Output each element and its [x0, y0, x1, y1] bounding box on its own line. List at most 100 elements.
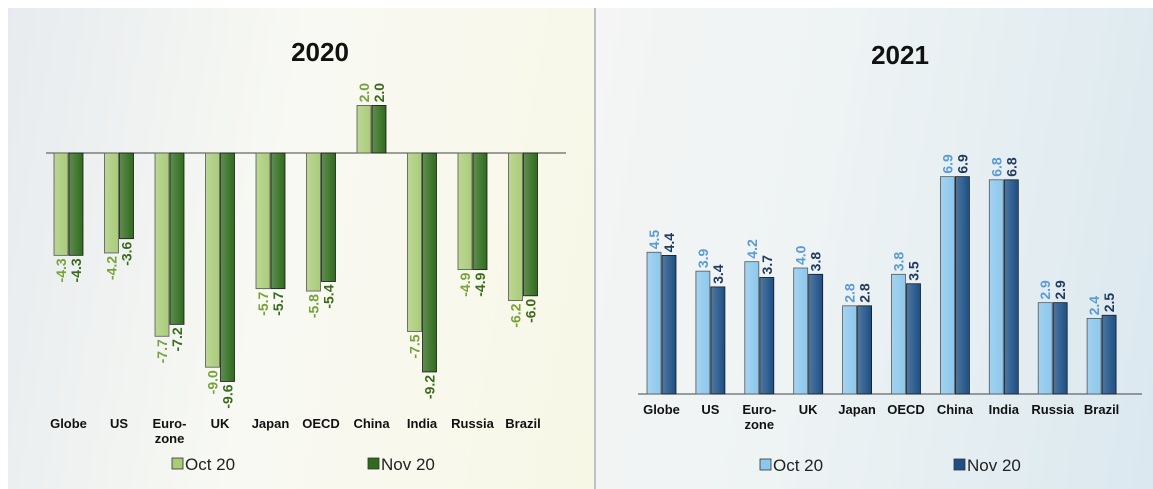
chart-2021-svg: 2021 4.5 4.4 Globe 3.93.4 US 4.23.7 Euro-zone 4.… [638, 40, 1142, 475]
data-label-nov-20-uk: 3.8 [808, 252, 824, 272]
data-label-oct-20-russia: -4.9 [457, 272, 473, 296]
category-label-us: US [110, 416, 128, 431]
legend-swatch-nov-20 [953, 458, 966, 471]
bar-nov-20-globe [68, 152, 84, 256]
data-label-oct-20-uk: 4.0 [793, 245, 809, 265]
bar-nov-20-oecd [906, 283, 921, 395]
category-label-euro-zone: Euro-zone [742, 402, 776, 432]
chart-title: 2020 [291, 37, 349, 67]
data-label-oct-20-globe: -4.3 [53, 258, 69, 282]
data-label-nov-20-japan: 2.8 [857, 283, 873, 303]
data-label-nov-20-japan: -5.7 [270, 291, 286, 315]
data-label-nov-20-brazil: 2.5 [1101, 293, 1117, 313]
bar-oct-20-china [939, 176, 955, 395]
bar-nov-20-us [710, 286, 726, 395]
data-label-nov-20-oecd: -5.4 [321, 284, 337, 308]
legend-swatch-oct-20 [759, 458, 772, 471]
data-label-oct-20-oecd: 3.8 [891, 252, 907, 272]
category-label-oecd: OECD [887, 402, 925, 417]
data-label-nov-20-russia: 2.9 [1052, 280, 1068, 300]
bar-oct-20-brazil [508, 152, 523, 301]
legend-label-oct-20: Oct 20 [773, 456, 823, 475]
data-label-nov-20-india: -9.2 [422, 375, 438, 399]
data-label-nov-20-china: 6.9 [954, 154, 970, 174]
data-label-nov-20-brazil: -6.0 [523, 299, 539, 323]
bar-nov-20-russia [472, 152, 488, 271]
bar-oct-20-russia [1037, 302, 1053, 395]
data-label-nov-20-us: 3.4 [710, 264, 726, 284]
bar-oct-20-globe [646, 251, 662, 395]
bar-oct-20-us [695, 270, 711, 395]
category-label-brazil: Brazil [1084, 402, 1119, 417]
bar-oct-20-oecd [306, 152, 321, 292]
category-label-japan: Japan [838, 402, 876, 417]
bar-nov-20-globe [661, 254, 677, 395]
category-label-china: China [937, 402, 974, 417]
category-label-us: US [701, 402, 719, 417]
data-label-nov-20-euro-zone: 3.7 [759, 255, 775, 275]
category-label-japan: Japan [252, 416, 290, 431]
bar-nov-20-euro-zone [759, 277, 775, 395]
legend-swatch-oct-20 [171, 457, 184, 470]
bar-nov-20-oecd [321, 152, 336, 282]
legend-label-oct-20: Oct 20 [185, 455, 235, 474]
category-label-oecd: OECD [302, 416, 340, 431]
data-label-oct-20-japan: -5.7 [255, 291, 271, 315]
bar-nov-20-us [119, 152, 134, 240]
legend-label-nov-20: Nov 20 [967, 456, 1021, 475]
data-label-oct-20-brazil: 2.4 [1086, 296, 1102, 316]
data-label-oct-20-us: -4.2 [104, 256, 120, 280]
data-label-oct-20-brazil: -6.2 [508, 303, 524, 327]
bar-nov-20-china [954, 176, 970, 395]
data-label-oct-20-india: -7.5 [407, 334, 423, 358]
category-label-russia: Russia [1031, 402, 1074, 417]
bar-nov-20-india [422, 152, 437, 373]
data-label-oct-20-euro-zone: -7.7 [154, 339, 170, 363]
bar-oct-20-russia [457, 152, 473, 271]
bar-nov-20-japan [857, 305, 873, 395]
chart-title: 2021 [871, 40, 929, 70]
data-label-oct-20-euro-zone: 4.2 [744, 239, 760, 259]
bar-oct-20-uk [793, 267, 809, 395]
data-label-nov-20-globe: 4.4 [661, 233, 677, 253]
legend-swatch-nov-20 [367, 457, 380, 470]
category-label-globe: Globe [50, 416, 87, 431]
category-label-brazil: Brazil [505, 416, 540, 431]
data-label-oct-20-japan: 2.8 [842, 283, 858, 303]
data-label-nov-20-uk: -9.6 [220, 384, 236, 408]
bar-oct-20-japan [842, 305, 858, 395]
bar-nov-20-brazil [1101, 314, 1117, 395]
bar-nov-20-japan [270, 152, 286, 290]
bar-oct-20-japan [255, 152, 271, 290]
data-label-nov-20-euro-zone: -7.2 [169, 327, 185, 351]
data-label-nov-20-russia: -4.9 [472, 272, 488, 296]
bar-nov-20-euro-zone [169, 152, 185, 325]
bar-oct-20-brazil [1086, 317, 1102, 395]
data-label-oct-20-china: 6.9 [939, 154, 955, 174]
data-label-nov-20-china: 2.0 [371, 83, 387, 103]
legend-label-nov-20: Nov 20 [381, 455, 435, 474]
category-label-uk: UK [211, 416, 230, 431]
data-label-oct-20-us: 3.9 [695, 248, 711, 268]
data-label-oct-20-china: 2.0 [356, 83, 372, 103]
data-label-nov-20-globe: -4.3 [68, 258, 84, 282]
bar-oct-20-euro-zone [154, 152, 170, 337]
category-label-india: India [989, 402, 1020, 417]
bar-nov-20-russia [1052, 302, 1068, 395]
data-label-nov-20-oecd: 3.5 [906, 261, 922, 281]
bar-oct-20-uk [205, 152, 220, 368]
bar-oct-20-india [988, 179, 1004, 395]
category-label-russia: Russia [451, 416, 494, 431]
category-label-globe: Globe [643, 402, 680, 417]
bar-oct-20-india [407, 152, 422, 332]
bar-nov-20-brazil [523, 152, 538, 297]
category-label-euro-zone: Euro-zone [153, 416, 187, 446]
chart-panel-2020: 2020 -4.3 -4.3 Globe -4.2 -3.6 US -7.7 -7.2 Euro-… [8, 8, 594, 489]
data-label-oct-20-russia: 2.9 [1037, 280, 1053, 300]
data-label-oct-20-india: 6.8 [988, 157, 1004, 177]
category-label-china: China [353, 416, 390, 431]
data-label-nov-20-us: -3.6 [119, 241, 135, 265]
bar-nov-20-uk [220, 152, 235, 382]
chart-2020-svg: 2020 -4.3 -4.3 Globe -4.2-3.6 US -7.7 -7.2 Euro-… [46, 37, 566, 474]
bar-nov-20-india [1003, 179, 1019, 395]
